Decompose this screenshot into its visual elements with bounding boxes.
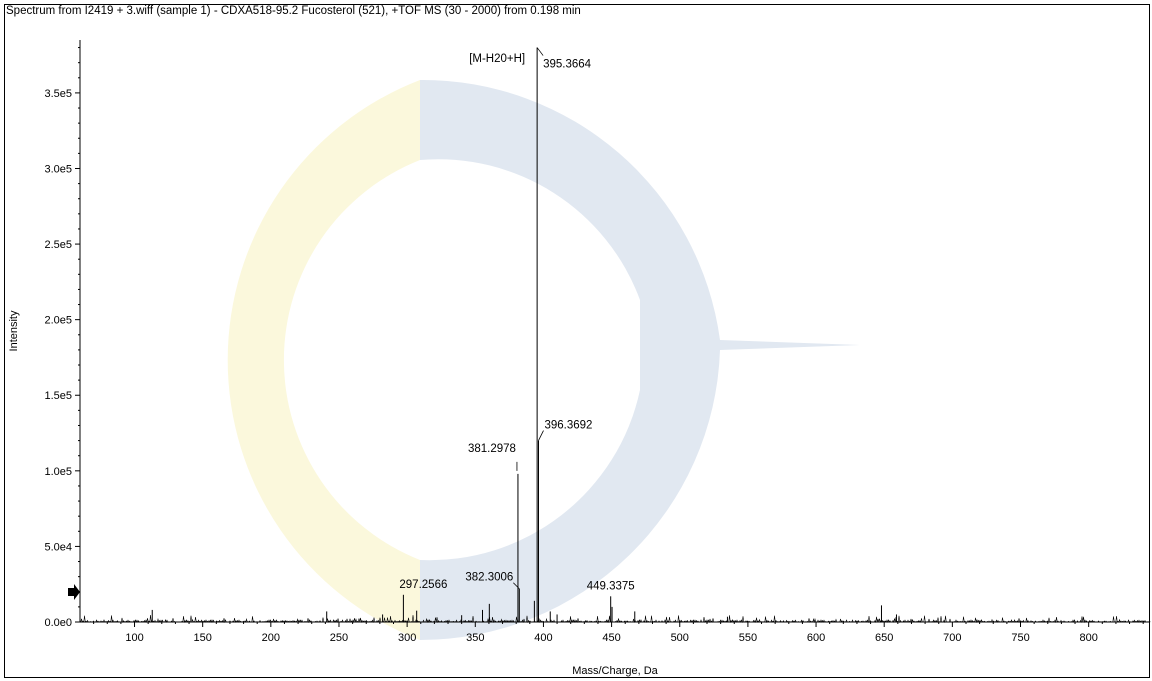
x-tick-label: 200: [262, 632, 280, 644]
y-tick-label: 2.5e5: [44, 239, 72, 251]
peak-label: 381.2978: [468, 443, 516, 455]
watermark-blue-arc: [420, 79, 860, 641]
spectrum-peaks: [151, 47, 897, 622]
watermark-yellow-arc: [227, 80, 420, 640]
y-tick-label: 1.0e5: [44, 466, 72, 478]
y-tick-label: 1.5e5: [44, 390, 72, 402]
x-tick-label: 700: [943, 632, 961, 644]
y-axis-ticks: 0.0e0 5.0e4 1.0e5 1.5e5 2.0e5 2.5e5 3.0e5 3.5e5: [44, 47, 80, 629]
peak-labels: 395.3664 396.3692 381.2978 382.3006 297.2566…: [399, 47, 635, 592]
spectrum-title: Spectrum from I2419 + 3.wiff (sample 1) …: [6, 5, 581, 17]
y-tick-label: 3.0e5: [44, 163, 72, 175]
x-tick-label: 800: [1079, 632, 1097, 644]
x-tick-label: 550: [739, 632, 757, 644]
peak-label: 449.3375: [587, 580, 635, 592]
baseline-noise-trace: [79, 614, 1151, 624]
y-tick-label: 3.5e5: [44, 88, 72, 100]
y-tick-label: 5.0e4: [44, 541, 72, 553]
x-tick-label: 150: [193, 632, 211, 644]
x-tick-label: 450: [602, 632, 620, 644]
peak-label: 297.2566: [399, 579, 447, 591]
x-tick-label: 600: [807, 632, 825, 644]
baseline-noise: [79, 614, 1151, 624]
baseline-marker-arrow-icon[interactable]: [68, 584, 80, 600]
peak-label-leader: [538, 430, 544, 441]
y-tick-label: 2.0e5: [44, 315, 72, 327]
peak-label: 382.3006: [465, 572, 513, 584]
x-tick-label: 650: [875, 632, 893, 644]
peak-label: 395.3664: [543, 59, 592, 71]
y-axis-label: Intensity: [8, 310, 20, 351]
x-tick-label: 100: [125, 632, 143, 644]
watermark-logo: [227, 79, 860, 641]
x-tick-label: 350: [466, 632, 484, 644]
peak-label: 396.3692: [544, 420, 592, 432]
peak-label-leader: [513, 582, 520, 590]
x-axis-ticks: 100 150 200 250 300 350 400 450 500 550 600 650 700 7…: [93, 622, 1144, 644]
x-tick-label: 750: [1011, 632, 1029, 644]
x-tick-label: 400: [534, 632, 552, 644]
x-tick-label: 500: [671, 632, 689, 644]
peak-annotation: [M-H20+H]: [469, 53, 525, 65]
x-tick-label: 250: [330, 632, 348, 644]
peak-label-leader: [536, 47, 544, 56]
x-tick-label: 300: [398, 632, 416, 644]
y-tick-label: 0.0e0: [44, 617, 72, 629]
x-axis-label: Mass/Charge, Da: [572, 665, 658, 677]
